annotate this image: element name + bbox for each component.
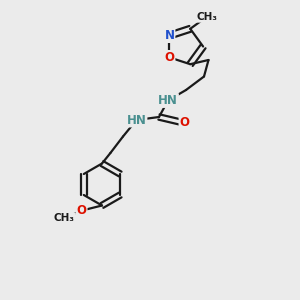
Text: O: O <box>179 116 190 130</box>
Text: HN: HN <box>127 113 146 127</box>
Text: O: O <box>76 204 87 217</box>
Text: CH₃: CH₃ <box>196 12 217 22</box>
Text: CH₃: CH₃ <box>54 213 75 224</box>
Text: O: O <box>164 51 175 64</box>
Text: N: N <box>164 29 175 42</box>
Text: HN: HN <box>158 94 178 107</box>
